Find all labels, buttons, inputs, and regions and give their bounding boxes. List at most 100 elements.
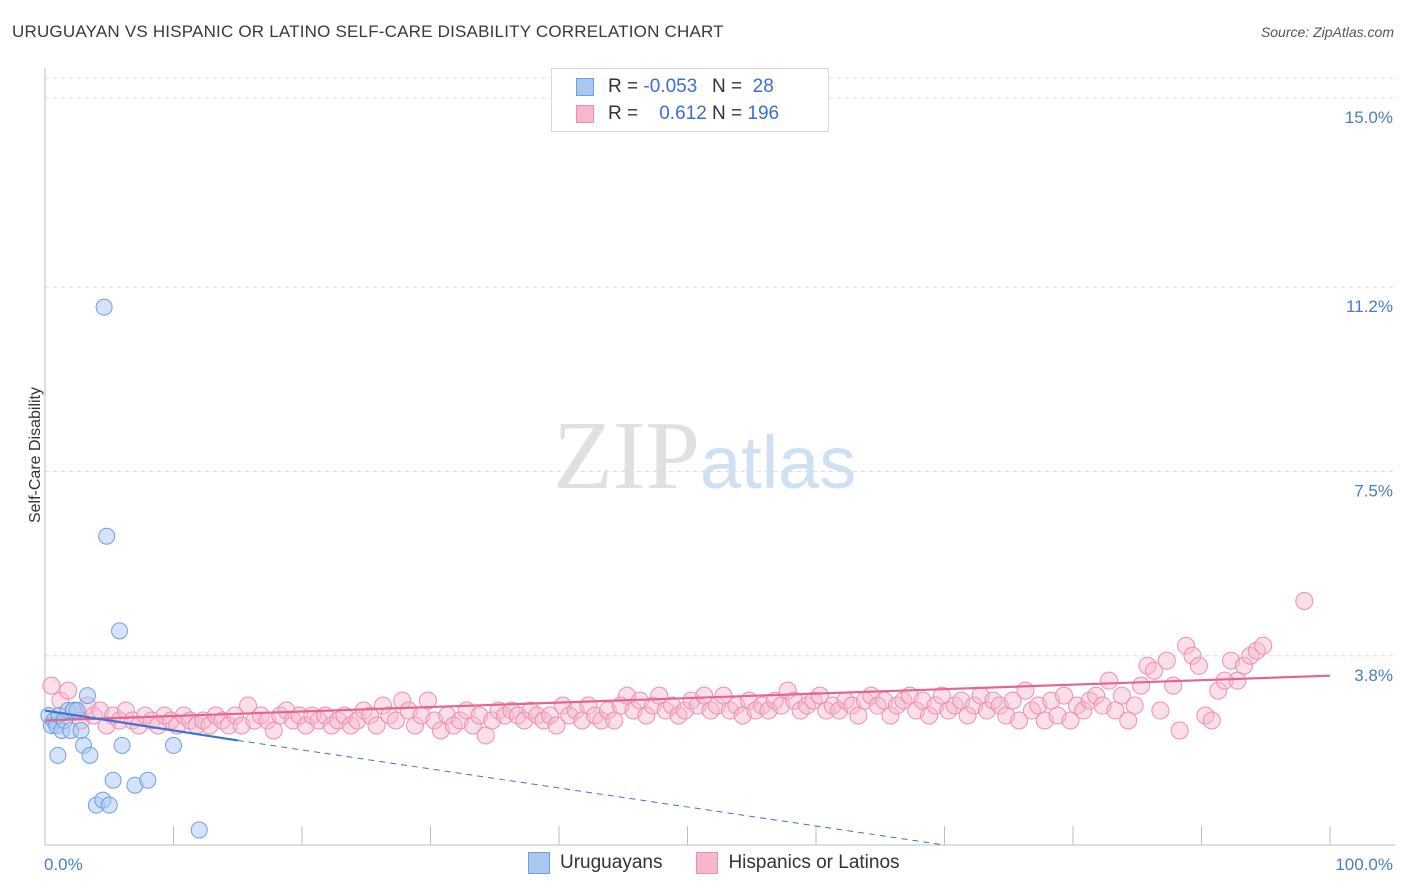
- hispanic-point: [1061, 711, 1080, 730]
- legend-swatch-pink: [576, 105, 594, 123]
- source-label: Source: ZipAtlas.com: [1260, 24, 1394, 40]
- uruguayan-trend-extension: [237, 739, 945, 846]
- hispanic-point: [361, 706, 380, 725]
- legend-r-label: R =: [608, 76, 639, 97]
- hispanic-point: [1144, 661, 1163, 680]
- legend-n-label: N =: [712, 76, 743, 97]
- legend-item-hispanics[interactable]: Hispanics or Latinos: [696, 852, 900, 874]
- hispanic-point: [59, 681, 78, 700]
- hispanic-point: [605, 711, 624, 730]
- trend-lines: [44, 674, 1331, 846]
- hispanic-point: [1016, 681, 1035, 700]
- legend-swatch-blue: [576, 78, 594, 96]
- legend-n-value: 28: [752, 76, 774, 97]
- uruguayan-point: [139, 771, 157, 789]
- uruguayan-point: [81, 746, 99, 764]
- hispanic-point: [547, 716, 566, 735]
- series-legend: Uruguayans Hispanics or Latinos: [528, 852, 934, 874]
- hispanic-point: [1157, 651, 1176, 670]
- hispanic-point: [1234, 656, 1253, 675]
- hispanic-point: [42, 676, 61, 695]
- hispanic-point: [418, 691, 437, 710]
- uruguayan-point: [95, 298, 113, 316]
- hispanic-point: [1202, 711, 1221, 730]
- tick-labels: 3.8% 7.5% 11.2% 15.0% 0.0% 100.0%: [44, 108, 1393, 874]
- uruguayan-point: [190, 821, 208, 839]
- uruguayan-point: [111, 622, 129, 640]
- hispanic-point: [1119, 711, 1138, 730]
- hispanic-point: [541, 706, 560, 725]
- x-tick-label: 0.0%: [44, 855, 83, 874]
- hispanic-point: [1177, 636, 1196, 655]
- hispanic-point: [1164, 676, 1183, 695]
- hispanic-point: [1112, 686, 1131, 705]
- hispanic-point: [920, 706, 939, 725]
- hispanic-point: [1295, 591, 1314, 610]
- hispanic-point: [849, 706, 868, 725]
- y-tick-label: 15.0%: [1345, 108, 1393, 127]
- hispanic-point: [810, 686, 829, 705]
- hispanic-point: [1099, 671, 1118, 690]
- uruguayan-point: [113, 736, 131, 754]
- hispanic-point: [367, 716, 386, 735]
- x-tick-label: 100.0%: [1335, 855, 1393, 874]
- hispanic-point: [958, 706, 977, 725]
- uruguayan-trend-line: [44, 709, 238, 742]
- hispanic-point: [1087, 686, 1106, 705]
- legend-r-label: R =: [608, 103, 639, 124]
- legend-row-uruguayans: R = -0.053 N = 28: [576, 75, 774, 99]
- hispanic-point: [1003, 691, 1022, 710]
- uruguayan-point: [100, 796, 118, 814]
- watermark-atlas: atlas: [700, 421, 857, 504]
- hispanic-point: [881, 706, 900, 725]
- legend-row-hispanics: R = 0.612 N = 196: [576, 102, 779, 126]
- legend-label: Uruguayans: [560, 852, 663, 873]
- hispanic-points: [42, 591, 1314, 745]
- hispanic-point: [1170, 721, 1189, 740]
- hispanic-point: [226, 706, 245, 725]
- hispanic-point: [932, 686, 951, 705]
- y-tick-label: 7.5%: [1354, 482, 1393, 501]
- hispanic-point: [592, 711, 611, 730]
- uruguayan-point: [78, 687, 96, 705]
- hispanic-point: [476, 726, 495, 745]
- watermark-zip: ZIP: [553, 402, 700, 510]
- grid-lines: [45, 77, 1395, 657]
- hispanic-point: [1151, 701, 1170, 720]
- uruguayan-points: [40, 298, 208, 839]
- legend-r-value: 0.612: [659, 103, 707, 124]
- correlation-legend: R = -0.053 N = 28 R = 0.612 N = 196: [551, 68, 829, 132]
- hispanic-point: [1074, 701, 1093, 720]
- legend-n-label: N =: [712, 103, 743, 124]
- legend-swatch-pink: [696, 852, 719, 874]
- hispanic-point: [1106, 701, 1125, 720]
- hispanic-point: [463, 716, 482, 735]
- y-tick-label: 3.8%: [1354, 666, 1393, 685]
- legend-item-uruguayans[interactable]: Uruguayans: [528, 852, 662, 874]
- hispanic-point: [116, 701, 135, 720]
- y-tick-label: 11.2%: [1346, 297, 1393, 316]
- legend-swatch-blue: [528, 852, 550, 874]
- hispanic-point: [1010, 711, 1029, 730]
- uruguayan-point: [104, 771, 122, 789]
- hispanic-point: [1125, 696, 1144, 715]
- legend-n-value: 196: [747, 103, 780, 124]
- hispanic-point: [1254, 636, 1273, 655]
- watermark: ZIPatlas: [553, 400, 856, 512]
- hispanic-point: [1055, 686, 1074, 705]
- hispanic-point: [1228, 671, 1247, 690]
- hispanic-point: [264, 721, 283, 740]
- uruguayan-point: [98, 527, 116, 545]
- uruguayan-point: [49, 746, 67, 764]
- legend-r-value: -0.053: [643, 76, 698, 97]
- legend-label: Hispanics or Latinos: [728, 852, 900, 873]
- hispanic-trend-line: [44, 674, 1331, 722]
- hispanic-point: [386, 711, 405, 730]
- uruguayan-point: [72, 721, 90, 739]
- hispanic-point: [695, 686, 714, 705]
- hispanic-point: [637, 706, 656, 725]
- hispanic-point: [1132, 676, 1151, 695]
- hispanic-point: [1189, 656, 1208, 675]
- hispanic-point: [1209, 681, 1228, 700]
